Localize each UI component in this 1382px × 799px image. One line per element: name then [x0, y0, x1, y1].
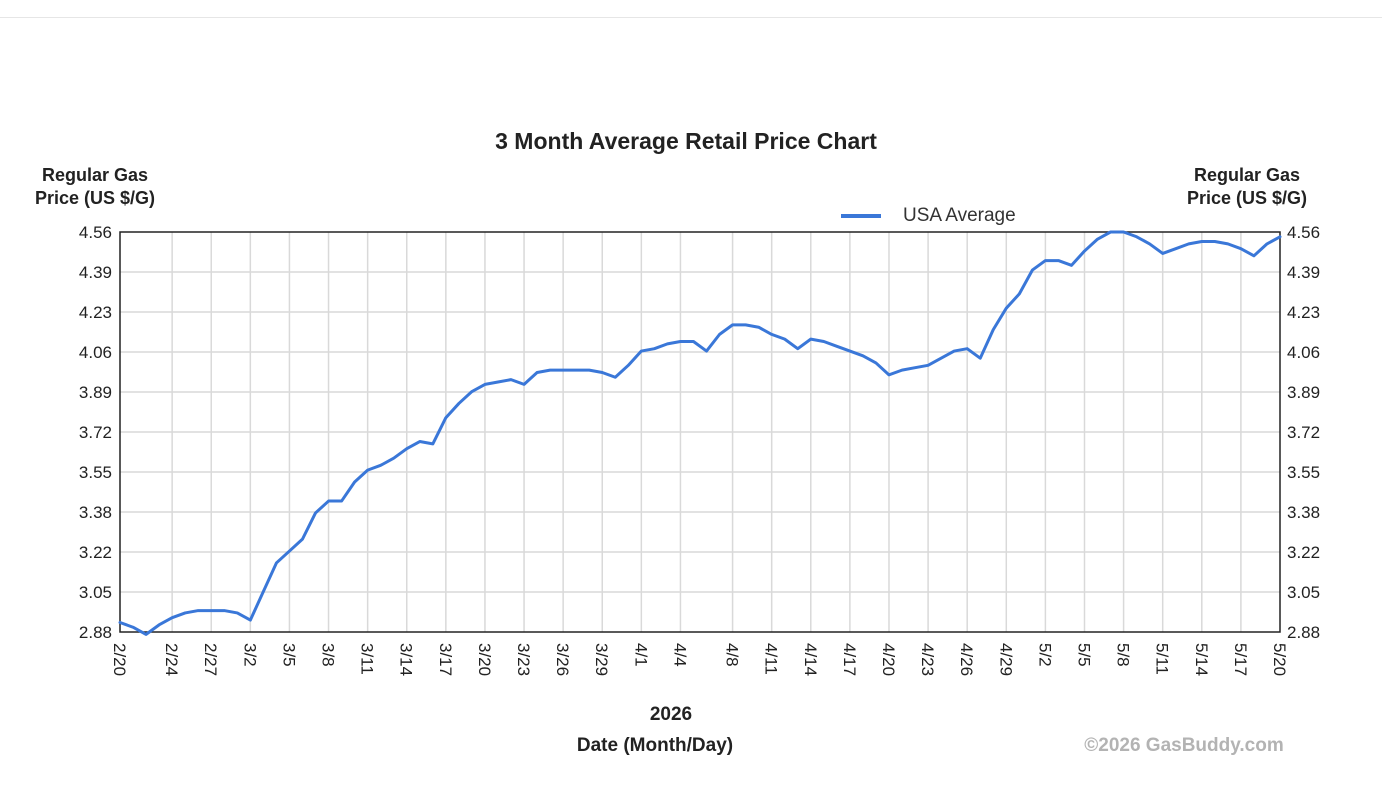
y-tick-label-left: 3.38 — [79, 503, 112, 522]
x-tick-label: 2/27 — [201, 643, 220, 676]
y-axis-right: 2.88 3.05 3.22 3.38 3.55 3.72 3.89 4.06 4.23 4.39… — [1287, 223, 1320, 642]
y-tick-label-right: 4.23 — [1287, 303, 1320, 322]
x-tick-label: 2/20 — [110, 643, 129, 676]
y-tick-label-right: 4.56 — [1287, 223, 1320, 242]
x-tick-label: 5/14 — [1192, 643, 1211, 676]
x-tick-label: 5/17 — [1231, 643, 1250, 676]
x-axis-year-label: 2026 — [650, 704, 692, 725]
usa-average-line — [118, 230, 1282, 636]
x-tick-label: 4/11 — [762, 643, 781, 675]
chart-grid — [120, 232, 1280, 632]
x-tick-label: 2/24 — [162, 643, 181, 676]
y-tick-label-right: 4.39 — [1287, 263, 1320, 282]
x-tick-label: 5/20 — [1270, 643, 1289, 676]
y-tick-label-right: 2.88 — [1287, 623, 1320, 642]
x-tick-label: 5/5 — [1074, 643, 1093, 667]
x-tick-label: 3/20 — [475, 643, 494, 676]
x-tick-label: 4/23 — [918, 643, 937, 676]
y-tick-label-left: 3.72 — [79, 423, 112, 442]
x-tick-label: 3/5 — [279, 643, 298, 667]
x-tick-label: 3/8 — [319, 643, 338, 667]
y-tick-label-right: 3.22 — [1287, 543, 1320, 562]
x-axis: 2/20 2/24 2/27 3/2 3/5 3/8 3/11 3/14 3/17 3/20 3/2… — [110, 643, 1289, 676]
x-tick-label: 3/2 — [240, 643, 259, 667]
top-divider — [0, 17, 1382, 18]
y-tick-label-right: 3.89 — [1287, 383, 1320, 402]
y-tick-label-left: 3.05 — [79, 583, 112, 602]
y-tick-label-right: 3.72 — [1287, 423, 1320, 442]
legend-label: USA Average — [903, 205, 1016, 226]
x-tick-label: 3/29 — [592, 643, 611, 676]
y-tick-label-left: 3.22 — [79, 543, 112, 562]
y-axis-left-label-line1: Regular Gas — [42, 165, 148, 185]
y-axis-left-label-line2: Price (US $/G) — [35, 188, 155, 208]
x-tick-label: 3/17 — [436, 643, 455, 676]
x-tick-label: 4/8 — [723, 643, 742, 667]
y-tick-label-left: 3.89 — [79, 383, 112, 402]
y-tick-label-right: 3.38 — [1287, 503, 1320, 522]
x-tick-label: 4/14 — [801, 643, 820, 676]
copyright-text: ©2026 GasBuddy.com — [1084, 735, 1284, 756]
y-axis-left: 2.88 3.05 3.22 3.38 3.55 3.72 3.89 4.06 4.23 4.39… — [79, 223, 112, 642]
y-axis-right-label-line2: Price (US $/G) — [1187, 188, 1307, 208]
plot-area-border — [119, 231, 1281, 633]
chart-title: 3 Month Average Retail Price Chart — [495, 128, 877, 154]
y-tick-label-left: 4.56 — [79, 223, 112, 242]
y-axis-right-label-line1: Regular Gas — [1194, 165, 1300, 185]
y-tick-label-right: 3.55 — [1287, 463, 1320, 482]
x-tick-label: 3/23 — [514, 643, 533, 676]
x-axis-label: Date (Month/Day) — [577, 735, 733, 756]
y-tick-label-left: 3.55 — [79, 463, 112, 482]
x-tick-label: 3/26 — [553, 643, 572, 676]
x-tick-label: 5/2 — [1035, 643, 1054, 667]
legend: USA Average — [841, 205, 1016, 226]
y-tick-label-left: 4.06 — [79, 343, 112, 362]
x-tick-label: 3/14 — [397, 643, 416, 676]
y-tick-label-right: 4.06 — [1287, 343, 1320, 362]
x-tick-label: 4/26 — [957, 643, 976, 676]
x-tick-label: 5/11 — [1153, 643, 1172, 675]
x-tick-label: 4/17 — [840, 643, 859, 676]
x-tick-label: 3/11 — [358, 643, 377, 675]
x-tick-label: 4/29 — [996, 643, 1015, 676]
x-tick-label: 4/4 — [670, 643, 689, 667]
x-tick-label: 5/8 — [1114, 643, 1133, 667]
y-tick-label-left: 4.23 — [79, 303, 112, 322]
y-tick-label-left: 4.39 — [79, 263, 112, 282]
x-tick-label: 4/20 — [879, 643, 898, 676]
y-tick-label-right: 3.05 — [1287, 583, 1320, 602]
x-tick-label: 4/1 — [631, 643, 650, 667]
y-tick-label-left: 2.88 — [79, 623, 112, 642]
